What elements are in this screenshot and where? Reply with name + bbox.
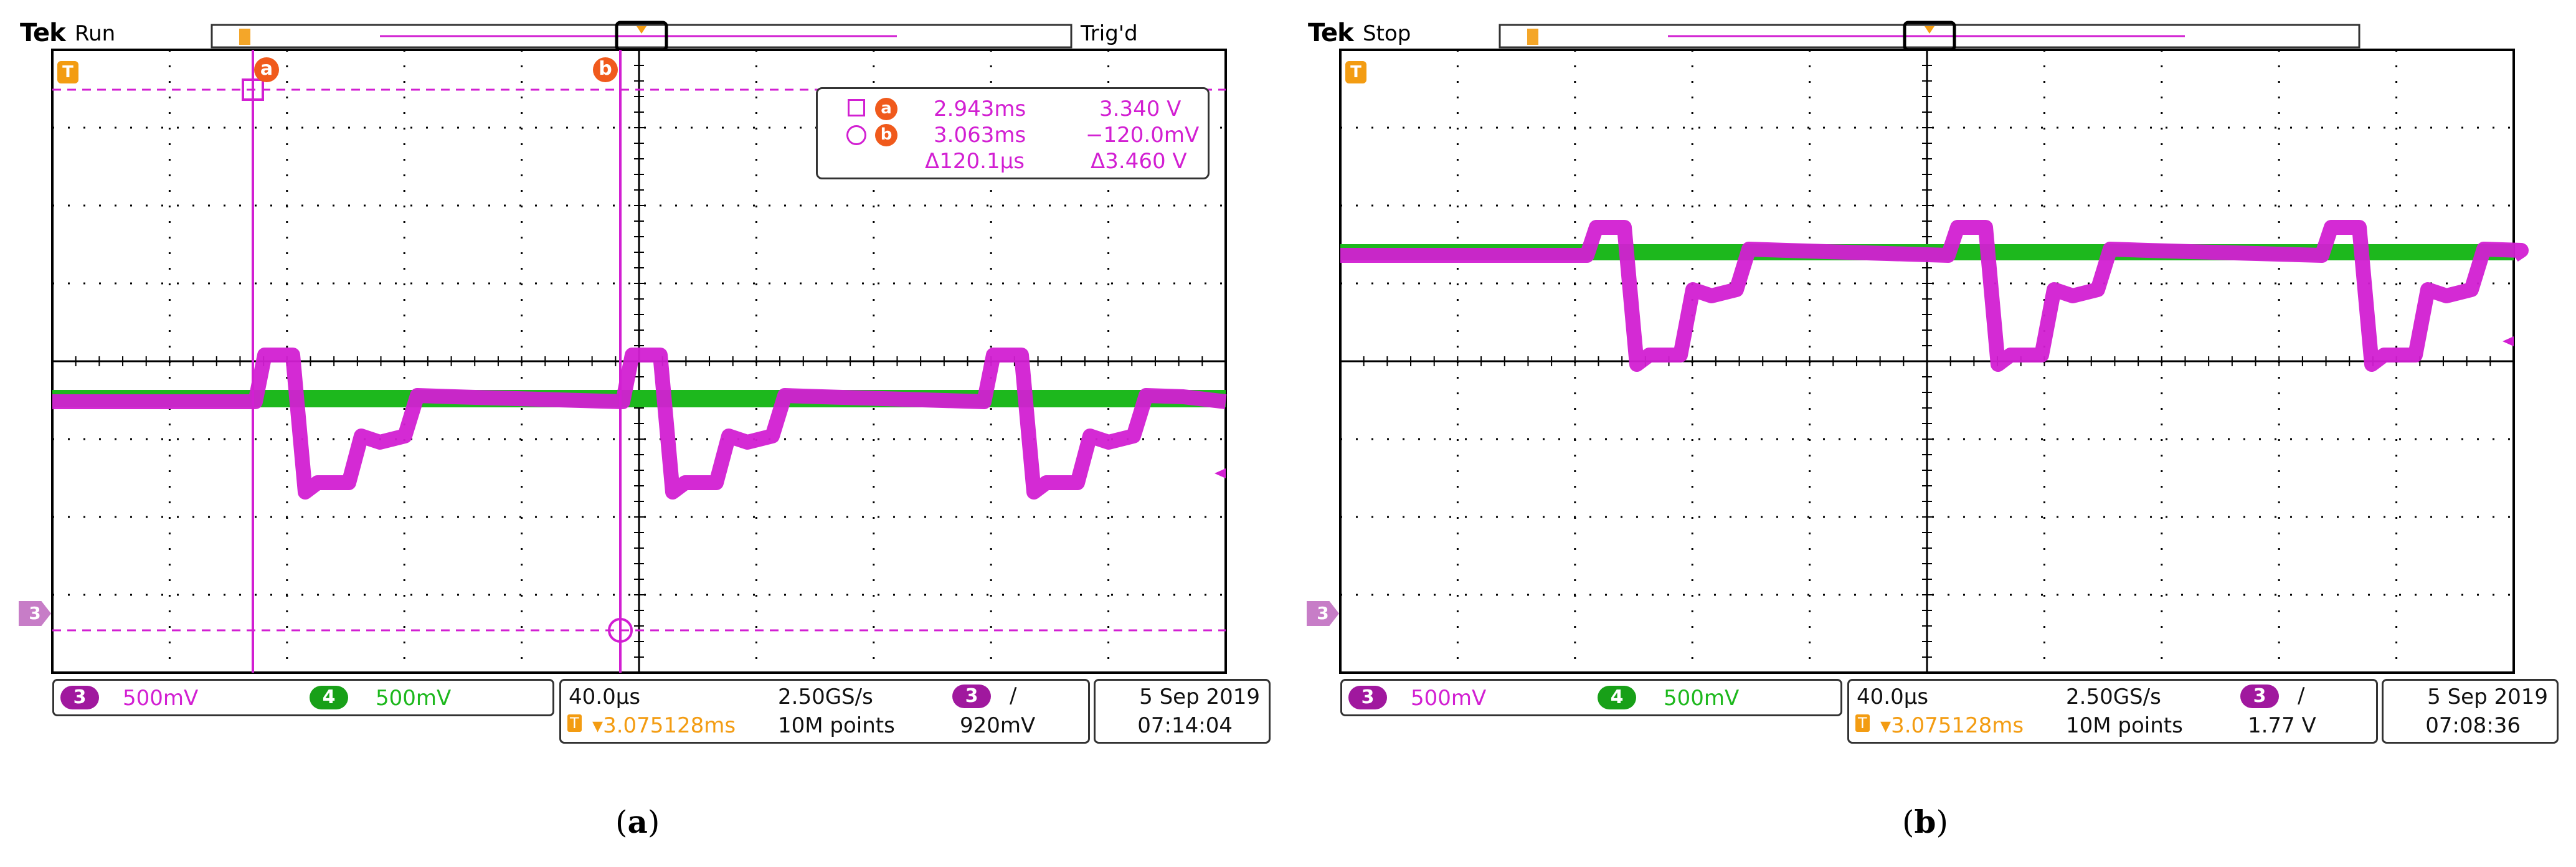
record-trigger-marker [637,26,646,34]
date: 5 Sep 2019 [1139,685,1260,709]
trigger-channel-badge[interactable]: 3 [952,685,991,708]
trigger-slope-icon: ∕ [2298,683,2305,708]
ch3-badge[interactable]: 3 [60,686,99,709]
timebase: 40.0µs [1857,685,1929,709]
record-length: 10M points [778,713,895,738]
cursor-a-label[interactable]: a [254,57,279,82]
ch3-badge[interactable]: 3 [1348,686,1387,709]
trigger-level: 1.77 V [2248,713,2316,738]
scope-panel-b: Tek Stop T 3 3 500mV 4 500mV 40.0µs 2.50… [1288,0,2559,840]
cursor-b-badge: b [875,124,897,146]
trigger-position: ▾3.075128ms [592,713,736,738]
cursor-delta-time: Δ120.1µs [925,149,1025,174]
cursor-a-badge: a [875,98,897,120]
ch3-scale: 500mV [123,686,199,711]
ch4-scale: 500mV [1664,686,1740,711]
timebase: 40.0µs [569,685,641,709]
caption-b: (b) [1902,803,1948,840]
datetime-box: 5 Sep 2019 07:08:36 [2382,679,2559,744]
ch4-scale: 500mV [376,686,452,711]
tek-logo: Tek [1308,19,1354,47]
cursor-a-voltage: 3.340 V [1099,97,1181,121]
cursor-b-circle [608,618,633,643]
ch4-badge[interactable]: 4 [1598,686,1636,709]
tek-logo: Tek [20,19,66,47]
acquisition-state: Run [75,21,116,46]
cursor-b-label[interactable]: b [593,57,618,82]
trigger-position-icon: T [57,61,78,83]
record-length: 10M points [2066,713,2183,738]
caption-letter: b [1914,803,1936,840]
sample-rate: 2.50GS/s [778,685,873,709]
cursor-a-time: 2.943ms [934,97,1026,121]
record-t-marker [239,29,250,45]
caption-a: (a) [615,803,660,840]
horizontal-trigger-box: 40.0µs 2.50GS/s 3 ∕ T ▾3.075128ms 10M po… [1847,679,2378,744]
ch3-ground-marker[interactable]: 3 [19,601,51,626]
ch3-scale: 500mV [1411,686,1487,711]
cursor-b-voltage: −120.0mV [1086,123,1200,148]
trigger-status: Trig'd [1081,21,1138,46]
record-trigger-marker [1925,26,1934,34]
trigger-t-icon: T [567,714,582,732]
waveform-display-b [1339,21,2529,674]
record-t-marker [1527,29,1538,45]
time: 07:08:36 [2425,713,2521,738]
cursor-b-time: 3.063ms [934,123,1026,148]
scope-panel-a: Tek Run Trig'd T 3 a b a 2.943ms 3.340 V… [0,0,1271,840]
horizontal-trigger-box: 40.0µs 2.50GS/s 3 ∕ T ▾3.075128ms 10M po… [559,679,1090,744]
cursor-readout: a 2.943ms 3.340 V b 3.063ms −120.0mV Δ12… [816,87,1210,179]
acquisition-state: Stop [1363,21,1411,46]
time: 07:14:04 [1137,713,1233,738]
channel-scale-box: 3 500mV 4 500mV [1340,679,1842,716]
trigger-slope-icon: ∕ [1010,683,1017,708]
square-cursor-icon [848,99,865,116]
ch3-offset-arrow [1215,468,1226,478]
circle-cursor-icon [846,125,866,145]
trigger-position: ▾3.075128ms [1880,713,2024,738]
ch3-offset-arrow [2503,336,2514,346]
channel-scale-box: 3 500mV 4 500mV [52,679,554,716]
date: 5 Sep 2019 [2427,685,2548,709]
cursor-a-square [242,78,264,101]
ch4-badge[interactable]: 4 [310,686,348,709]
sample-rate: 2.50GS/s [2066,685,2161,709]
trigger-position-icon: T [1345,61,1366,83]
trigger-t-icon: T [1855,714,1870,732]
trigger-level: 920mV [960,713,1036,738]
datetime-box: 5 Sep 2019 07:14:04 [1094,679,1271,744]
caption-letter: a [627,803,648,840]
trigger-channel-badge[interactable]: 3 [2240,685,2279,708]
cursor-delta-voltage: Δ3.460 V [1091,149,1187,174]
ch3-waveform [1340,220,2529,372]
ch3-waveform [52,348,1227,500]
